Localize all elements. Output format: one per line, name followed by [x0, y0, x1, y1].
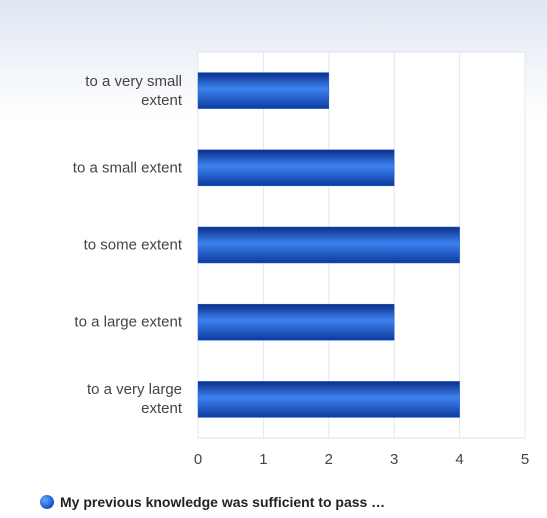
- y-tick-label: to a large extent: [74, 313, 182, 331]
- bar: [197, 381, 460, 418]
- legend-swatch: [40, 495, 54, 509]
- y-tick-label: to some extent: [83, 236, 182, 254]
- bar: [197, 149, 395, 187]
- x-tick-label: 4: [455, 451, 464, 468]
- y-tick-label: to a very small extent: [85, 72, 182, 109]
- bar: [197, 72, 330, 109]
- y-tick-label: to a very large extent: [86, 381, 182, 418]
- x-tick-label: 2: [324, 451, 333, 468]
- y-tick-label: to a small extent: [72, 159, 182, 177]
- bar: [197, 226, 460, 264]
- legend-label: My previous knowledge was sufficient to …: [60, 494, 386, 510]
- legend: My previous knowledge was sufficient to …: [40, 494, 385, 510]
- x-tick-label: 3: [390, 451, 399, 468]
- x-tick-label: 5: [520, 451, 530, 468]
- bar: [197, 303, 395, 341]
- x-tick-label: 1: [259, 451, 268, 468]
- x-tick-label: 0: [193, 451, 203, 468]
